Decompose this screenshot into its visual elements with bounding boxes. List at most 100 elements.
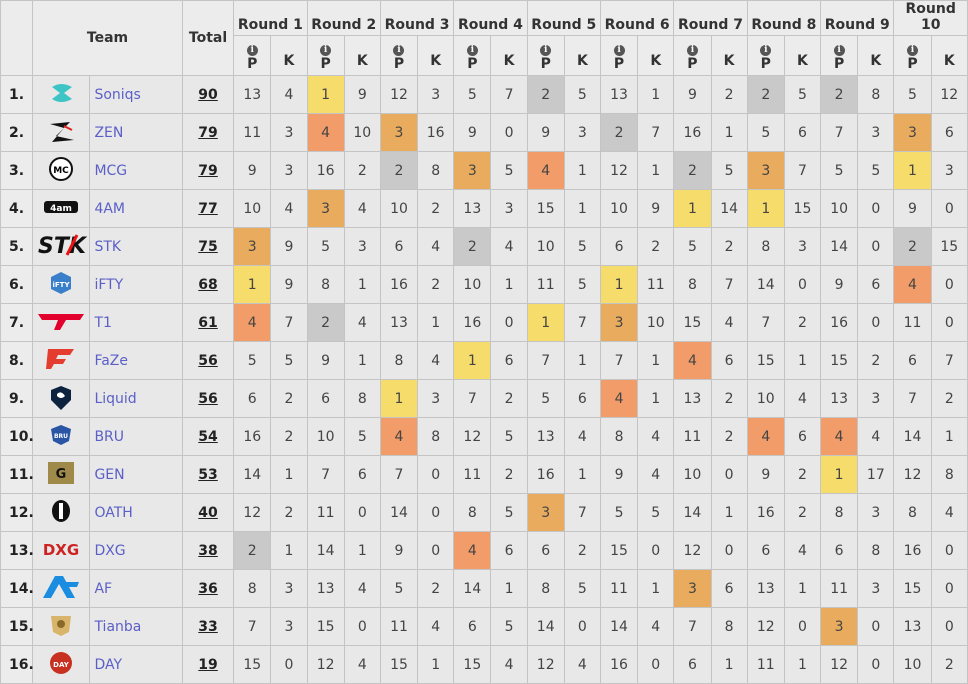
tianba-logo[interactable] (47, 612, 75, 642)
team-logo-cell[interactable] (32, 75, 91, 114)
stk-logo[interactable]: STK (33, 233, 91, 261)
team-logo-cell[interactable]: 4am (32, 189, 91, 228)
rank-cell: 3. (0, 151, 34, 190)
team-name-link[interactable]: ZEN (89, 113, 183, 152)
team-logo-cell[interactable]: BRU (32, 417, 91, 456)
4am-logo[interactable]: 4am (43, 197, 79, 221)
liquid-logo[interactable] (49, 384, 73, 414)
team-logo-cell[interactable] (32, 303, 91, 342)
info-icon[interactable]: i (907, 44, 918, 56)
team-logo-cell[interactable]: G (32, 455, 91, 494)
total-cell[interactable]: 56 (181, 379, 235, 418)
kills-cell: 4 (343, 569, 381, 608)
kills-header[interactable]: K (637, 35, 675, 76)
total-cell[interactable]: 38 (181, 531, 235, 570)
dxg-logo[interactable]: DXG (41, 537, 81, 565)
info-icon[interactable]: i (686, 44, 698, 56)
total-header[interactable]: Total (181, 0, 235, 76)
team-name-link[interactable]: OATH (89, 493, 183, 532)
info-icon[interactable]: i (833, 44, 845, 56)
kills-header[interactable]: K (417, 35, 455, 76)
total-cell[interactable]: 56 (181, 341, 235, 380)
team-logo-cell[interactable] (32, 379, 91, 418)
team-name-link[interactable]: DXG (89, 531, 183, 570)
info-icon[interactable]: i (320, 44, 332, 56)
gen-logo[interactable]: G (46, 460, 76, 490)
team-logo-cell[interactable]: iFTY (32, 265, 91, 304)
total-cell[interactable]: 36 (181, 569, 235, 608)
kills-header[interactable]: K (490, 35, 528, 76)
team-name-link[interactable]: GEN (89, 455, 183, 494)
info-icon[interactable]: i (393, 44, 405, 56)
team-name-link[interactable]: MCG (89, 151, 183, 190)
info-icon[interactable]: i (540, 44, 552, 56)
team-name-link[interactable]: BRU (89, 417, 183, 456)
team-logo-cell[interactable] (32, 569, 91, 608)
total-cell[interactable]: 77 (181, 189, 235, 228)
team-name-link[interactable]: FaZe (89, 341, 183, 380)
kills-header[interactable]: K (563, 35, 601, 76)
bru-logo[interactable]: BRU (49, 423, 73, 451)
team-name-link[interactable]: Soniqs (89, 75, 183, 114)
kills-header[interactable]: K (783, 35, 822, 76)
total-cell[interactable]: 53 (181, 455, 235, 494)
total-cell[interactable]: 79 (181, 151, 235, 190)
total-cell[interactable]: 33 (181, 607, 235, 646)
ifty-logo[interactable]: iFTY (49, 270, 73, 300)
kills-header[interactable]: K (343, 35, 381, 76)
info-icon[interactable]: i (760, 44, 772, 56)
placement-cell: 2 (893, 227, 932, 266)
total-cell[interactable]: 61 (181, 303, 235, 342)
kills-header[interactable]: K (930, 35, 968, 76)
kills-header[interactable]: K (710, 35, 748, 76)
team-name-link[interactable]: Liquid (89, 379, 183, 418)
total-cell[interactable]: 40 (181, 493, 235, 532)
total-cell[interactable]: 54 (181, 417, 235, 456)
af-logo[interactable] (41, 574, 81, 604)
total-cell[interactable]: 75 (181, 227, 235, 266)
faze-logo[interactable] (46, 347, 76, 375)
total-cell[interactable]: 68 (181, 265, 235, 304)
team-name-link[interactable]: T1 (89, 303, 183, 342)
team-name-link[interactable]: iFTY (89, 265, 183, 304)
team-logo-cell[interactable]: STK (32, 227, 91, 266)
t1-logo[interactable] (36, 310, 86, 336)
soniqs-logo[interactable] (46, 81, 76, 109)
team-header[interactable]: Team (32, 0, 183, 76)
team-logo-cell[interactable] (32, 493, 91, 532)
team-name-link[interactable]: DAY (89, 645, 183, 684)
team-name-link[interactable]: 4AM (89, 189, 183, 228)
mcg-logo[interactable]: MC (48, 156, 74, 186)
team-logo-cell[interactable]: MC (32, 151, 91, 190)
team-logo-cell[interactable]: DAY (32, 645, 91, 684)
oath-logo[interactable] (50, 498, 72, 528)
team-logo-cell[interactable] (32, 341, 91, 380)
team-logo-cell[interactable] (32, 113, 91, 152)
team-name-link[interactable]: STK (89, 227, 183, 266)
info-icon[interactable]: i (466, 44, 478, 56)
total-cell[interactable]: 79 (181, 113, 235, 152)
info-icon[interactable]: i (246, 44, 258, 56)
team-name-link[interactable]: Tianba (89, 607, 183, 646)
day-logo[interactable]: DAY (48, 650, 74, 680)
team-logo-cell[interactable] (32, 607, 91, 646)
info-icon[interactable]: i (613, 44, 625, 56)
kills-header[interactable]: K (857, 35, 895, 76)
total-cell[interactable]: 19 (181, 645, 235, 684)
team-name-link[interactable]: AF (89, 569, 183, 608)
round-label: Round 8 (751, 17, 817, 33)
zen-logo[interactable] (46, 118, 76, 148)
team-logo-cell[interactable]: DXG (32, 531, 91, 570)
total-cell[interactable]: 90 (181, 75, 235, 114)
kills-header[interactable]: K (270, 35, 308, 76)
